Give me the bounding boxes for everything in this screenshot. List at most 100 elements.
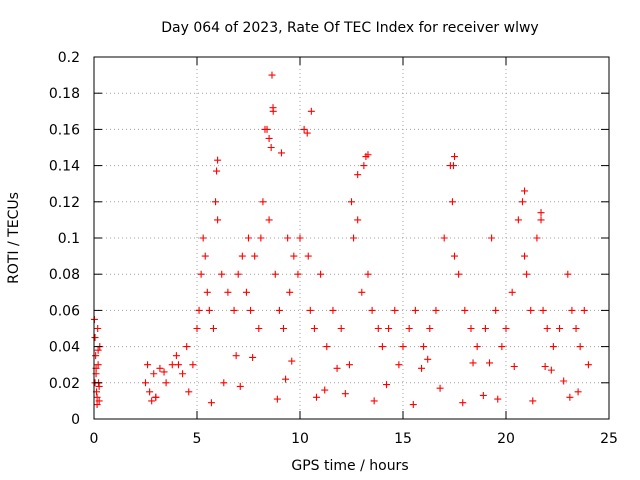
- data-point: [174, 361, 182, 369]
- data-point: [399, 343, 407, 351]
- data-point: [152, 393, 160, 401]
- data-point: [560, 377, 568, 385]
- data-point: [360, 162, 368, 170]
- data-point: [288, 357, 296, 365]
- data-point: [547, 366, 555, 374]
- data-point: [391, 306, 399, 314]
- chart-title: Day 064 of 2023, Rate Of TEC Index for r…: [161, 20, 538, 36]
- data-point: [461, 306, 469, 314]
- data-point: [523, 270, 531, 278]
- data-point: [282, 375, 290, 383]
- data-point: [257, 234, 265, 242]
- data-point: [368, 306, 376, 314]
- y-tick-label: 0.16: [49, 122, 80, 138]
- data-point: [224, 288, 232, 296]
- data-point: [93, 401, 101, 409]
- data-point: [317, 270, 325, 278]
- data-point: [296, 234, 304, 242]
- y-tick-label: 0.2: [58, 50, 80, 66]
- axes: [93, 56, 610, 420]
- data-point: [488, 234, 496, 242]
- data-point: [249, 353, 257, 361]
- data-point: [364, 270, 372, 278]
- data-point: [409, 401, 417, 409]
- data-point: [162, 379, 170, 387]
- data-point: [329, 306, 337, 314]
- data-point: [543, 325, 551, 332]
- data-point: [242, 288, 250, 296]
- data-point: [201, 252, 209, 260]
- y-tick-label: 0: [71, 412, 80, 428]
- data-point: [451, 252, 458, 260]
- data-point: [451, 153, 458, 161]
- data-point: [424, 355, 432, 363]
- data-point: [521, 187, 529, 195]
- data-point: [341, 390, 349, 398]
- data-point: [93, 393, 101, 401]
- data-point: [321, 386, 329, 394]
- data-point: [432, 306, 440, 314]
- data-point: [350, 234, 358, 242]
- data-point: [179, 370, 187, 378]
- data-point: [473, 343, 481, 351]
- data-point: [436, 384, 444, 392]
- data-point: [236, 382, 244, 390]
- data-point: [172, 352, 180, 360]
- data-point: [378, 343, 386, 351]
- data-point: [168, 361, 176, 369]
- data-point: [529, 397, 537, 405]
- data-point: [280, 325, 288, 332]
- data-point: [498, 343, 506, 351]
- data-point: [94, 346, 102, 354]
- y-tick-label: 0.12: [49, 195, 80, 211]
- data-point: [271, 270, 279, 278]
- x-axis-label: GPS time / hours: [291, 458, 408, 474]
- data-point: [286, 288, 294, 296]
- data-point: [263, 125, 271, 133]
- data-point: [539, 306, 547, 314]
- data-point: [160, 368, 168, 376]
- data-point: [265, 134, 273, 142]
- data-point: [267, 144, 275, 151]
- data-point: [199, 234, 207, 242]
- y-tick-label: 0.18: [49, 86, 80, 102]
- data-point: [284, 234, 292, 242]
- y-tick-label: 0.1: [58, 231, 80, 247]
- data-point: [420, 343, 428, 351]
- data-point: [307, 107, 315, 115]
- data-point: [269, 104, 277, 112]
- data-point: [411, 306, 419, 314]
- data-point: [549, 343, 557, 351]
- data-point: [364, 151, 372, 159]
- data-point: [273, 395, 281, 403]
- data-point: [259, 198, 267, 206]
- data-point: [469, 359, 477, 367]
- data-point: [502, 325, 510, 332]
- data-point: [94, 325, 102, 332]
- data-point: [584, 361, 592, 369]
- data-point: [385, 325, 393, 332]
- data-point: [370, 397, 378, 405]
- data-point: [572, 325, 580, 332]
- data-point: [479, 391, 487, 399]
- data-point: [518, 198, 526, 206]
- y-axis-label: ROTI / TECUs: [6, 192, 22, 284]
- data-point: [218, 270, 226, 278]
- data-point: [144, 361, 152, 369]
- data-point: [405, 325, 413, 332]
- data-point: [189, 361, 197, 369]
- data-point: [255, 325, 263, 332]
- data-point: [92, 352, 100, 360]
- data-point: [148, 397, 156, 405]
- x-tick-label: 5: [193, 431, 202, 447]
- data-point: [348, 198, 355, 206]
- data-point: [358, 288, 366, 296]
- data-point: [337, 325, 345, 332]
- data-point: [449, 162, 457, 170]
- data-point: [238, 252, 246, 260]
- data-point: [275, 306, 283, 314]
- data-point: [556, 325, 564, 332]
- data-point: [310, 325, 318, 332]
- y-tick-label: 0.08: [49, 267, 80, 283]
- data-point: [300, 125, 308, 133]
